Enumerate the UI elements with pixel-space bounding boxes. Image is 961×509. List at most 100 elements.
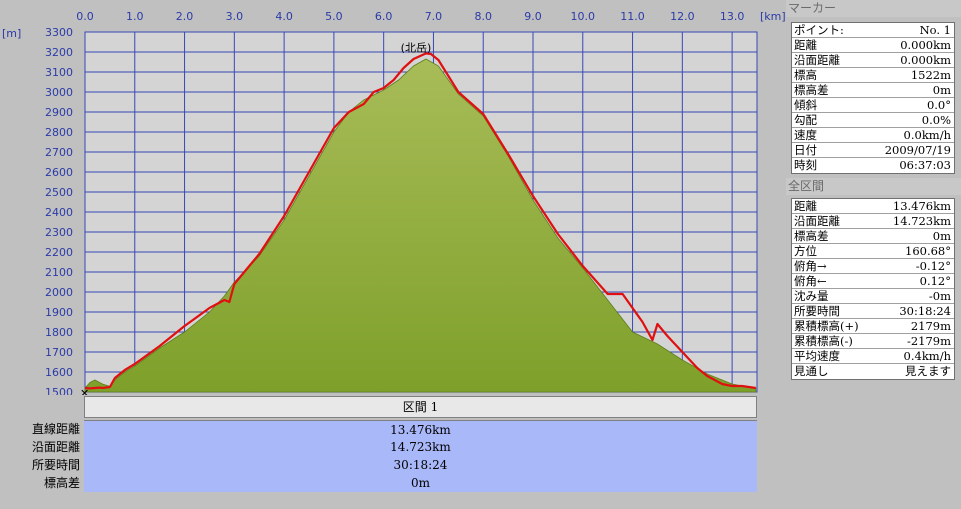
total_panel-row-key: 沿面距離	[794, 214, 840, 228]
total_panel-row-key: 沈み量	[794, 289, 829, 303]
y-tick-label: 2400	[45, 206, 73, 219]
marker_panel-row: 標高差 0m	[792, 83, 954, 98]
y-unit-label: [m]	[2, 27, 21, 40]
marker_panel-row: 時刻 06:37:03	[792, 158, 954, 173]
total_panel-row: 方位 160.68°	[792, 244, 954, 259]
marker_panel-row-key: 勾配	[794, 113, 817, 127]
y-tick-label: 2900	[45, 106, 73, 119]
section-row-straight-distance: 直線距離 13.476km	[0, 420, 757, 438]
section-row-surface-distance: 沿面距離 14.723km	[0, 438, 757, 456]
marker_panel-row-value: 0.000km	[900, 38, 951, 52]
marker_panel-row: ポイント: No. 1	[792, 23, 954, 38]
total_panel-row: 標高差 0m	[792, 229, 954, 244]
section-header[interactable]: 区間 1	[84, 396, 757, 418]
total_panel-row: 累積標高(-) -2179m	[792, 334, 954, 349]
total_panel-row: 累積標高(+) 2179m	[792, 319, 954, 334]
marker_panel-row: 傾斜 0.0°	[792, 98, 954, 113]
marker_panel-row-value: 0.0km/h	[903, 128, 951, 142]
gps-track-line	[84, 52, 756, 390]
y-tick-label: 1900	[45, 306, 73, 319]
x-tick-label: 13.0	[720, 10, 745, 23]
total_panel-row-key: 累積標高(+)	[794, 319, 859, 333]
marker_panel-row-key: 標高差	[794, 83, 829, 97]
section-row-label: 所要時間	[31, 458, 80, 472]
x-tick-label: 10.0	[571, 10, 596, 23]
marker_panel-row-key: 時刻	[794, 158, 817, 172]
total_panel-row: 俯角← 0.12°	[792, 274, 954, 289]
marker_panel-row: 勾配 0.0%	[792, 113, 954, 128]
section-row-elevation-diff: 標高差 0m	[0, 474, 757, 492]
total_panel-row-key: 所要時間	[794, 304, 840, 318]
marker_panel-row-value: 2009/07/19	[884, 143, 951, 157]
total_panel-row: 平均速度 0.4km/h	[792, 349, 954, 364]
annotations: (北岳)	[401, 41, 432, 54]
marker-panel-title: マーカー	[786, 0, 961, 17]
marker_panel-row-key: 距離	[794, 38, 817, 52]
total_panel-row-value: 0.12°	[919, 274, 951, 288]
x-tick-label: 12.0	[670, 10, 695, 23]
x-tick-label: 1.0	[126, 10, 144, 23]
y-tick-label: 1500	[45, 386, 73, 395]
y-tick-label: 2300	[45, 226, 73, 239]
marker_panel-row-value: No. 1	[919, 23, 951, 37]
y-tick-label: 2500	[45, 186, 73, 199]
total_panel-row-key: 見通し	[794, 364, 829, 378]
y-tick-label: 1600	[45, 366, 73, 379]
x-tick-label: 0.0	[76, 10, 94, 23]
total_panel-row: 沈み量 -0m	[792, 289, 954, 304]
y-tick-label: 2800	[45, 126, 73, 139]
marker_panel-row: 沿面距離 0.000km	[792, 53, 954, 68]
total_panel-row: 俯角→ -0.12°	[792, 259, 954, 274]
marker_panel-row: 速度 0.0km/h	[792, 128, 954, 143]
marker_panel-row: 距離 0.000km	[792, 38, 954, 53]
total_panel-row-value: -0.12°	[915, 259, 951, 273]
total_panel-row-value: 0m	[932, 229, 951, 243]
total_panel-row-value: 0.4km/h	[903, 349, 951, 363]
section-summary: 区間 1 直線距離 13.476km 沿面距離 14.723km 所要時間 30…	[0, 396, 785, 509]
total_panel-row: 所要時間 30:18:24	[792, 304, 954, 319]
section-row-value: 14.723km	[84, 438, 757, 456]
total_panel-row-value: 見えます	[905, 364, 951, 378]
y-tick-label: 2100	[45, 266, 73, 279]
section-row-label: 沿面距離	[31, 440, 80, 454]
marker_panel-row-key: 標高	[794, 68, 817, 82]
marker_panel-row: 日付 2009/07/19	[792, 143, 954, 158]
total_panel-row-value: -0m	[928, 289, 951, 303]
total_panel-row-key: 平均速度	[794, 349, 840, 363]
x-tick-label: 3.0	[226, 10, 244, 23]
total_panel-row-value: 30:18:24	[899, 304, 951, 318]
marker_panel-row-key: 日付	[794, 143, 817, 157]
total_panel-row-value: 14.723km	[892, 214, 951, 228]
x-tick-label: 5.0	[325, 10, 343, 23]
total_panel-row-value: 2179m	[910, 319, 951, 333]
elevation-profile-chart[interactable]: ✕ 0.0 1.0 2.0 3.0 4.0 5.0 6.0 7.0 8.0 9.0 10.0 11.0…	[0, 0, 785, 395]
y-tick-label: 2200	[45, 246, 73, 259]
start-marker-icon[interactable]: ✕	[80, 387, 89, 395]
marker_panel-row-value: 0.000km	[900, 53, 951, 67]
x-tick-labels: 0.0 1.0 2.0 3.0 4.0 5.0 6.0 7.0 8.0 9.0 10.0 11.0 12…	[76, 10, 744, 23]
section-row-duration: 所要時間 30:18:24	[0, 456, 757, 474]
elevation-area-layer	[84, 58, 757, 393]
marker_panel-row-value: 0.0°	[926, 98, 951, 112]
section-row-label: 標高差	[43, 476, 80, 490]
y-tick-label: 2700	[45, 146, 73, 159]
total_panel-row-value: 160.68°	[905, 244, 951, 258]
elevation-chart-svg[interactable]: ✕ 0.0 1.0 2.0 3.0 4.0 5.0 6.0 7.0 8.0 9.0 10.0 11.0…	[0, 0, 785, 395]
y-tick-labels: 1500 1600 1700 1800 1900 2000 2100 2200 2300 2400…	[45, 26, 73, 395]
marker_panel-row-value: 1522m	[910, 68, 951, 82]
total-panel-title: 全区間	[786, 178, 961, 195]
section-row-label: 直線距離	[31, 422, 80, 436]
x-tick-label: 4.0	[275, 10, 293, 23]
total_panel-row: 距離 13.476km	[792, 199, 954, 214]
total_panel-row-key: 距離	[794, 199, 817, 213]
total_panel-row-key: 方位	[794, 244, 817, 258]
marker_panel-row-key: 速度	[794, 128, 817, 142]
y-tick-label: 1800	[45, 326, 73, 339]
total_panel-row-value: 13.476km	[892, 199, 951, 213]
section-row-value: 13.476km	[84, 420, 757, 438]
y-tick-label: 2000	[45, 286, 73, 299]
total_panel-row-key: 俯角←	[794, 274, 827, 288]
peak-annotation: (北岳)	[401, 41, 432, 54]
marker_panel-row-key: 沿面距離	[794, 53, 840, 67]
section-row-value: 30:18:24	[84, 456, 757, 474]
